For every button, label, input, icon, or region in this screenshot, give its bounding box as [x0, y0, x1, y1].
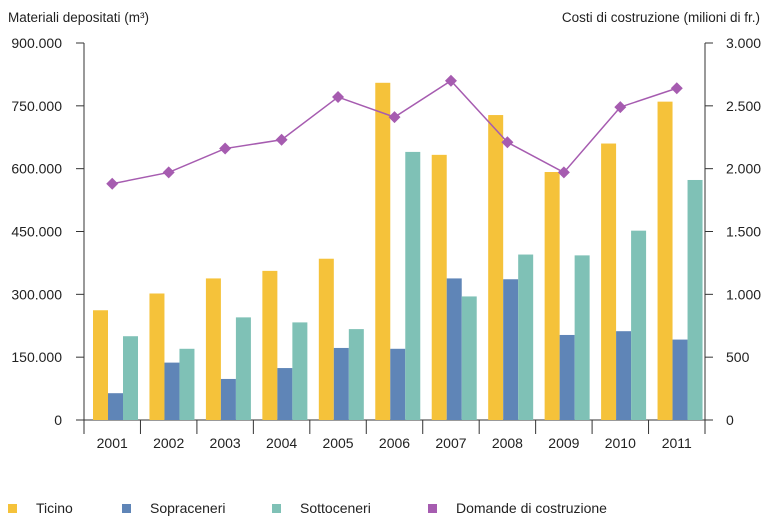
left-tick-label: 450.000: [11, 224, 62, 240]
bar-ticino: [601, 143, 617, 421]
bar-ticino: [262, 270, 278, 420]
line-point: [670, 82, 683, 95]
bar-ticino: [205, 278, 221, 420]
plot-area: 0 150.000 300.000 450.000 600.000 750.000 900.…: [11, 35, 761, 451]
left-tick-label: 0: [54, 412, 62, 428]
bar-sottoceneri: [518, 254, 534, 420]
bar-sopraceneri: [333, 347, 349, 420]
left-tick-label: 300.000: [11, 286, 62, 302]
bar-sopraceneri: [108, 393, 123, 420]
line-point: [501, 136, 514, 149]
line-series: [112, 79, 678, 185]
line-point: [388, 111, 401, 124]
bar-sopraceneri: [390, 348, 406, 420]
bar-sopraceneri: [277, 368, 293, 420]
x-tick-label: 2009: [548, 435, 579, 451]
legend-swatch: [428, 504, 437, 513]
line-point: [332, 91, 345, 104]
line-point: [557, 166, 570, 179]
right-tick-label: 2.500: [726, 98, 761, 114]
x-tick-label: 2011: [662, 435, 692, 451]
bar-ticino: [657, 101, 673, 421]
x-tick-label: 2004: [266, 435, 297, 451]
right-tick-label: 3.000: [726, 35, 761, 51]
left-tick-label: 600.000: [11, 161, 62, 177]
bar-sopraceneri: [616, 331, 632, 420]
line-point: [162, 166, 175, 179]
x-tick-label: 2003: [210, 435, 241, 451]
left-axis-title: Materiali depositati (m³): [8, 10, 149, 25]
x-tick-label: 2005: [322, 435, 353, 451]
line-point: [275, 133, 288, 146]
bar-ticino: [544, 172, 560, 420]
legend: Ticino Sopraceneri Sottoceneri Domande di c…: [8, 500, 607, 516]
bar-ticino: [375, 82, 391, 421]
left-tick-label: 750.000: [11, 98, 62, 114]
line-point: [219, 142, 232, 155]
bar-ticino: [488, 115, 504, 420]
x-tick-label: 2008: [492, 435, 523, 451]
line-point: [106, 177, 119, 190]
x-tick-label: 2007: [435, 435, 466, 451]
legend-swatch: [8, 504, 17, 513]
right-axis-title: Costi di costruzione (milioni di fr.): [562, 10, 760, 25]
bar-sopraceneri: [559, 334, 575, 420]
x-tick-label: 2010: [605, 435, 636, 451]
bar-ticino: [431, 154, 447, 421]
left-tick-label: 900.000: [11, 35, 62, 51]
left-tick-label: 150.000: [11, 349, 62, 365]
legend-label: Ticino: [36, 500, 73, 516]
bar-sottoceneri: [179, 348, 195, 420]
bar-ticino: [149, 293, 165, 420]
legend-label: Sottoceneri: [300, 500, 371, 516]
legend-swatch: [122, 504, 131, 513]
bar-sottoceneri: [292, 322, 308, 420]
x-tick-label: 2002: [153, 435, 184, 451]
bar-sopraceneri: [503, 279, 519, 420]
bar-sottoceneri: [631, 230, 647, 420]
bar-sottoceneri: [687, 179, 703, 420]
right-tick-label: 1.000: [726, 286, 761, 302]
bar-sottoceneri: [405, 151, 421, 420]
legend-swatch: [272, 504, 281, 513]
right-tick-label: 500: [726, 349, 750, 365]
bar-sottoceneri: [123, 336, 138, 420]
bar-sottoceneri: [235, 317, 251, 420]
bar-sottoceneri: [574, 255, 590, 420]
x-tick-label: 2001: [97, 435, 128, 451]
right-tick-label: 0: [726, 412, 734, 428]
line-point: [614, 101, 627, 114]
right-tick-label: 1.500: [726, 224, 761, 240]
bar-sottoceneri: [348, 329, 364, 420]
right-tick-label: 2.000: [726, 161, 761, 177]
bar-sopraceneri: [672, 339, 688, 420]
legend-label: Sopraceneri: [150, 500, 226, 516]
bar-sopraceneri: [220, 378, 236, 420]
bar-sopraceneri: [446, 278, 462, 420]
bar-ticino: [318, 258, 334, 420]
legend-label: Domande di costruzione: [456, 500, 607, 516]
bar-sopraceneri: [164, 362, 180, 420]
x-tick-label: 2006: [379, 435, 410, 451]
bar-sottoceneri: [461, 296, 477, 420]
line-point: [444, 74, 457, 87]
bar-ticino: [93, 310, 108, 420]
